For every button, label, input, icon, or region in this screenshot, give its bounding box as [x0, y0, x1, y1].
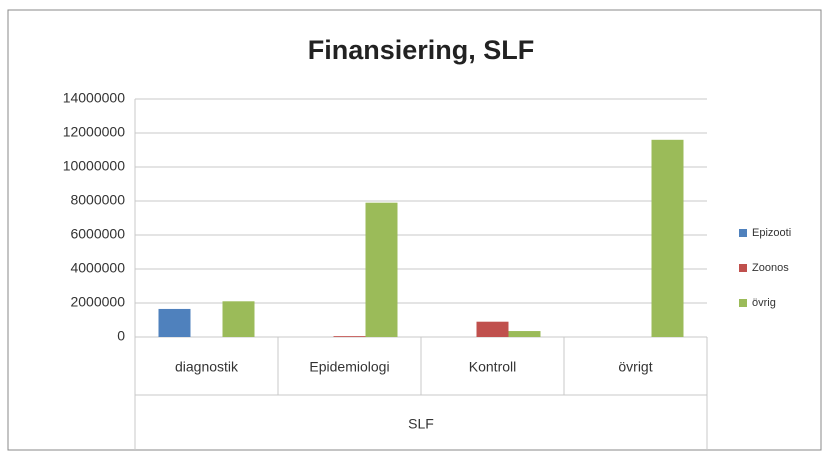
x-group-label: SLF: [408, 416, 434, 432]
bar: [651, 139, 684, 337]
x-tick-label: diagnostik: [175, 359, 239, 375]
bar: [222, 301, 255, 337]
y-tick-label: 10000000: [63, 158, 126, 174]
legend-swatch: [739, 229, 747, 237]
x-tick-label: Epidemiologi: [309, 359, 389, 375]
x-tick-label: Kontroll: [469, 359, 516, 375]
bar: [365, 202, 398, 337]
y-tick-label: 0: [117, 328, 125, 344]
x-tick-label: övrigt: [618, 359, 652, 375]
y-tick-label: 2000000: [70, 294, 125, 310]
bar: [508, 331, 541, 337]
chart-frame: [7, 9, 822, 451]
y-tick-label: 4000000: [70, 260, 125, 276]
legend-label: Epizooti: [752, 227, 791, 239]
legend-label: övrig: [752, 297, 776, 309]
bar: [158, 308, 191, 337]
legend-label: Zoonos: [752, 262, 789, 274]
chart-title: Finansiering, SLF: [308, 35, 535, 65]
legend-swatch: [739, 264, 747, 272]
bar: [333, 336, 366, 337]
y-tick-label: 14000000: [63, 90, 126, 106]
y-tick-label: 8000000: [70, 192, 125, 208]
y-tick-label: 12000000: [63, 124, 126, 140]
bar: [476, 321, 509, 337]
y-tick-label: 6000000: [70, 226, 125, 242]
legend-swatch: [739, 299, 747, 307]
